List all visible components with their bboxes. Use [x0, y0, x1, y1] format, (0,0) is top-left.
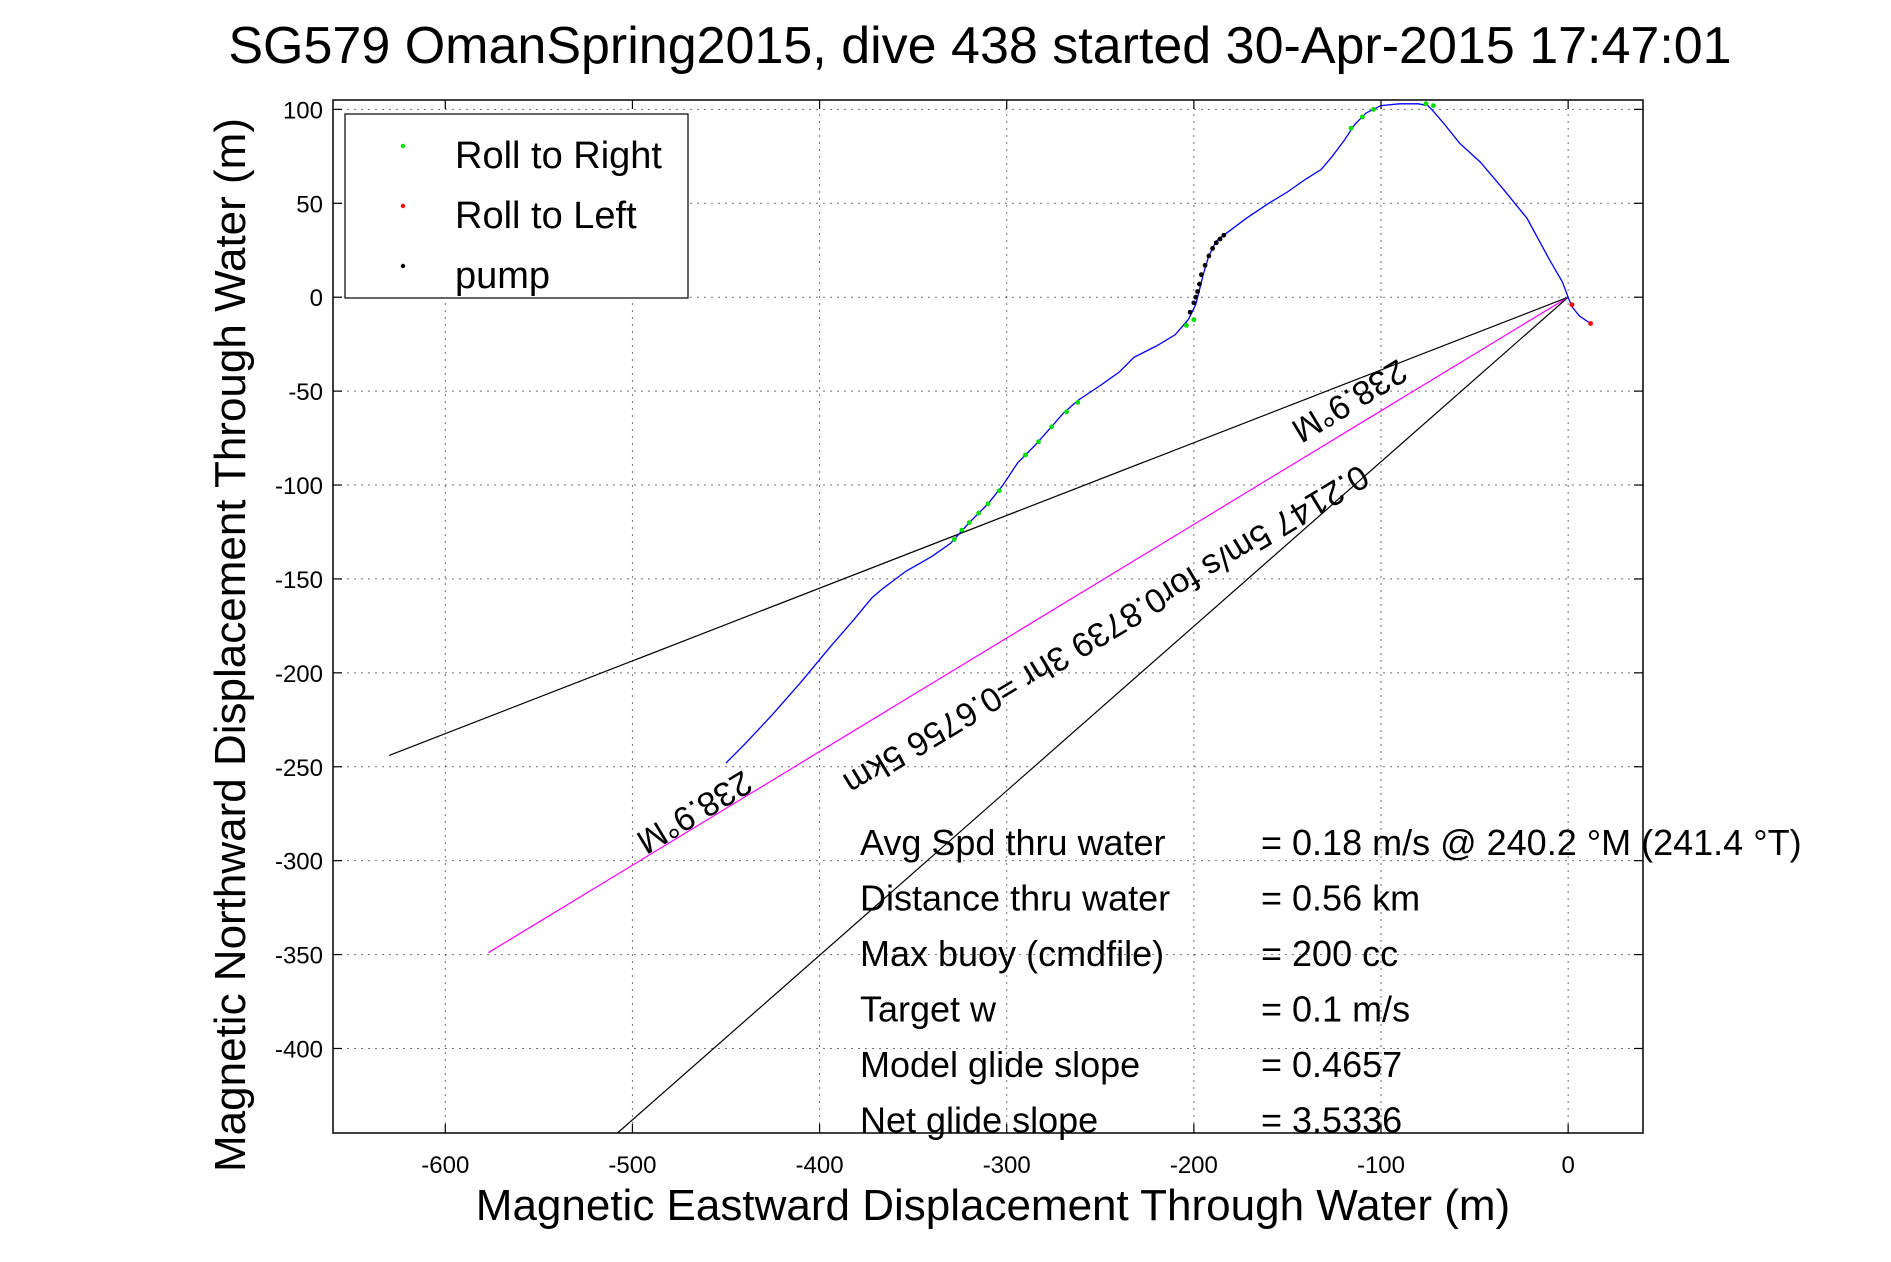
- roll-right-point: [1023, 452, 1028, 458]
- pump-point: [1213, 240, 1219, 246]
- x-tick-label: -500: [608, 1152, 656, 1179]
- stat-value: = 0.18 m/s @ 240.2 °M (241.4 °T): [1261, 822, 1802, 863]
- pump-point: [1202, 262, 1208, 268]
- roll-right-point: [959, 527, 965, 533]
- chart-title: SG579 OmanSpring2015, dive 438 started 3…: [228, 17, 1731, 75]
- roll-right-point: [996, 488, 1002, 494]
- y-tick-label: 100: [283, 97, 323, 124]
- pump-point: [1191, 300, 1197, 306]
- roll-right-point: [1348, 125, 1354, 131]
- y-tick-label: -350: [275, 943, 323, 970]
- legend-marker: [400, 263, 406, 269]
- roll-right-point: [1064, 409, 1069, 415]
- stat-value: = 0.56 km: [1261, 878, 1420, 919]
- marker-points: [951, 101, 1593, 542]
- pump-point: [1210, 245, 1215, 251]
- stat-label: Max buoy (cmdfile): [860, 933, 1164, 974]
- heading-line: [488, 296, 1569, 954]
- pump-point: [1195, 289, 1200, 294]
- x-tick-label: -300: [983, 1152, 1031, 1179]
- x-tick-label: -100: [1357, 1152, 1405, 1179]
- y-tick-label: -50: [288, 379, 323, 406]
- roll-right-point: [976, 510, 982, 516]
- x-tick-label: -600: [421, 1152, 469, 1179]
- legend-label: Roll to Left: [455, 195, 637, 237]
- y-tick-label: -200: [275, 661, 323, 688]
- stat-value: = 3.5336: [1261, 1100, 1402, 1141]
- roll-right-point: [1359, 114, 1365, 120]
- y-axis-label: Magnetic Northward Displacement Through …: [206, 118, 255, 1172]
- legend-marker: [400, 143, 406, 149]
- roll-right-point: [1075, 399, 1081, 405]
- stat-label: Net glide slope: [860, 1100, 1098, 1141]
- roll-right-point: [1183, 322, 1189, 328]
- pump-point: [1197, 281, 1202, 287]
- stat-label: Avg Spd thru water: [860, 822, 1166, 863]
- y-tick-label: 50: [296, 191, 323, 218]
- roll-right-point: [1191, 317, 1197, 323]
- x-tick-label: -400: [796, 1152, 844, 1179]
- stat-value: = 0.4657: [1261, 1044, 1402, 1085]
- legend-marker: [400, 203, 406, 209]
- legend: Roll to Right Roll to Left pump: [344, 113, 689, 299]
- roll-right-point: [951, 537, 957, 542]
- stat-value: = 0.1 m/s: [1261, 989, 1410, 1030]
- roll-right-point: [1036, 439, 1041, 445]
- pump-point: [1193, 294, 1199, 300]
- axis-ticks: -600 -500 -400 -300 -200 -100 0 100 50 0 -50 -100 -1…: [275, 97, 1643, 1179]
- y-tick-label: 0: [310, 285, 323, 312]
- stat-label: Target w: [860, 989, 997, 1030]
- x-tick-label: -200: [1170, 1152, 1218, 1179]
- legend-label: pump: [455, 255, 550, 297]
- y-tick-label: -250: [275, 755, 323, 782]
- stat-value: = 200 cc: [1261, 933, 1398, 974]
- pump-point: [1187, 309, 1193, 315]
- roll-right-point: [1431, 103, 1436, 109]
- x-tick-label: 0: [1561, 1152, 1574, 1179]
- pump-point: [1206, 253, 1212, 259]
- reference-lines: [388, 296, 1569, 1134]
- roll-right-point: [966, 520, 972, 525]
- roll-right-point: [1049, 424, 1055, 430]
- y-tick-label: -150: [275, 567, 323, 594]
- x-axis-label: Magnetic Eastward Displacement Through W…: [476, 1181, 1510, 1230]
- pump-point: [1221, 232, 1227, 238]
- heading-line: [388, 296, 1569, 757]
- y-tick-label: -300: [275, 849, 323, 876]
- legend-label: Roll to Right: [455, 135, 662, 177]
- roll-left-point: [1569, 302, 1575, 308]
- roll-right-point: [1371, 106, 1376, 112]
- plot-frame: [332, 99, 1644, 1134]
- pump-point: [1217, 236, 1223, 242]
- pump-point: [1198, 272, 1204, 278]
- heading-line: [617, 296, 1569, 1134]
- roll-right-point: [985, 501, 991, 507]
- y-tick-label: -400: [275, 1036, 323, 1063]
- stats-panel: Avg Spd thru water = 0.18 m/s @ 240.2 °M …: [860, 822, 1802, 1141]
- y-tick-label: -100: [275, 473, 323, 500]
- roll-right-point: [1423, 101, 1429, 107]
- stat-label: Model glide slope: [860, 1044, 1140, 1085]
- stat-label: Distance thru water: [860, 878, 1170, 919]
- roll-left-point: [1588, 321, 1593, 326]
